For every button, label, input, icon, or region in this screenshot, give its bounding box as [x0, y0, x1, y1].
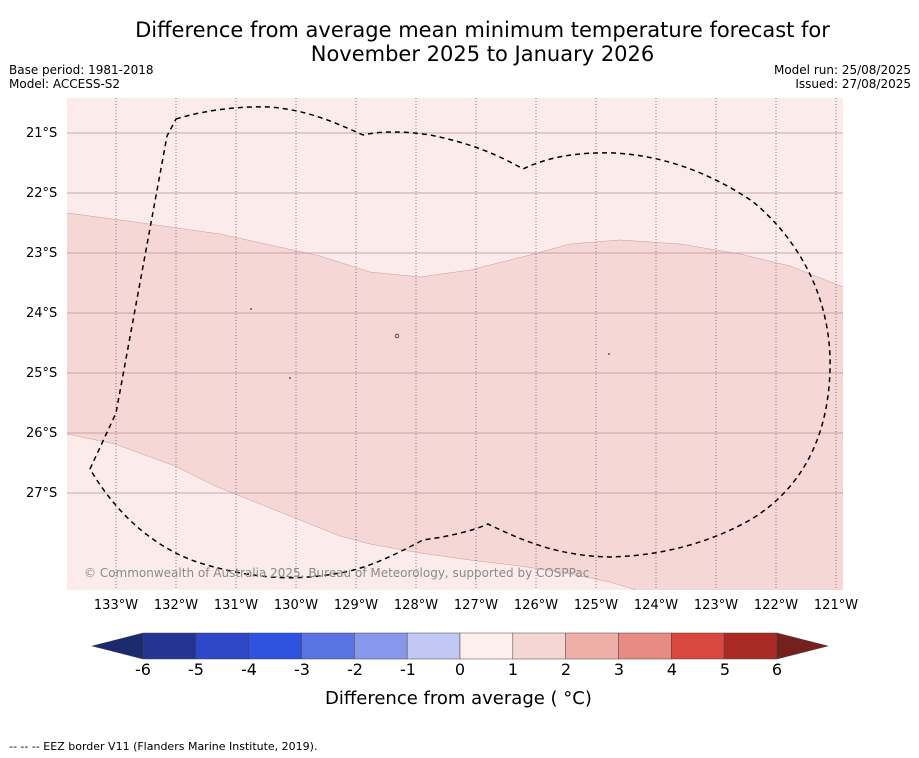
lon-label: 122°W: [753, 598, 799, 613]
model-text: Model: ACCESS-S2: [9, 77, 121, 91]
colorbar-segment: [512, 632, 566, 660]
lon-label: 126°W: [513, 598, 559, 613]
lon-label: 121°W: [813, 598, 859, 613]
colorbar-segment: [723, 632, 778, 660]
colorbar-segment: [565, 632, 619, 660]
island-speck: [250, 308, 252, 310]
eez-legend-text: -- -- -- EEZ border V11 (Flanders Marine…: [9, 740, 318, 753]
colorbar-title: Difference from average ( °C): [325, 688, 592, 709]
map-title: Difference from average mean minimum tem…: [0, 18, 919, 66]
colorbar-tick-label: -1: [400, 660, 416, 679]
title-line-2: November 2025 to January 2026: [310, 42, 655, 66]
colorbar-tick-label: 0: [454, 660, 466, 679]
island-speck: [608, 353, 610, 355]
colorbar-tick-label: 4: [666, 660, 678, 679]
colorbar: [91, 632, 829, 660]
longitude-gridlines: [115, 98, 837, 590]
zone-contour-top: [66, 212, 844, 288]
lon-label: 131°W: [213, 598, 259, 613]
lat-label: 23°S: [26, 246, 58, 261]
model-run-text: Model run: 25/08/2025: [773, 63, 911, 77]
colorbar-segment: [618, 632, 672, 660]
lon-label: 133°W: [93, 598, 139, 613]
colorbar-segment: [142, 632, 197, 660]
colorbar-segment: [354, 632, 408, 660]
colorbar-segment: [459, 632, 514, 660]
colorbar-extend-max: [776, 632, 829, 660]
anomaly-zone-1-2: [67, 213, 843, 590]
lon-label: 129°W: [333, 598, 379, 613]
colorbar-tick-label: 3: [613, 660, 625, 679]
lat-label: 26°S: [26, 426, 58, 441]
colorbar-tick-label: 1: [507, 660, 519, 679]
lon-label: 124°W: [633, 598, 679, 613]
island-speck: [289, 377, 291, 379]
colorbar-segment: [671, 632, 725, 660]
lon-label: 128°W: [393, 598, 439, 613]
colorbar-tick-label: 2: [560, 660, 572, 679]
lat-label: 24°S: [26, 306, 58, 321]
lon-label: 123°W: [693, 598, 739, 613]
colorbar-tick-label: -5: [188, 660, 204, 679]
lon-label: 125°W: [573, 598, 619, 613]
meta-right: Model run: 25/08/2025 Issued: 27/08/2025: [774, 63, 911, 91]
colorbar-segment: [301, 632, 355, 660]
lat-label: 25°S: [26, 366, 58, 381]
colorbar-segment: [195, 632, 249, 660]
colorbar-tick-label: 5: [719, 660, 731, 679]
lat-label: 21°S: [26, 126, 58, 141]
colorbar-tick-label: -6: [135, 660, 151, 679]
copyright-text: © Commonwealth of Australia 2025, Bureau…: [84, 566, 590, 580]
colorbar-extend-min: [91, 632, 144, 660]
zone-contour-bottom: [66, 433, 637, 591]
lon-label: 127°W: [453, 598, 499, 613]
lat-label: 27°S: [26, 486, 58, 501]
base-period-text: Base period: 1981-2018: [9, 63, 154, 77]
colorbar-tick-label: -4: [241, 660, 257, 679]
lon-label: 132°W: [153, 598, 199, 613]
issued-text: Issued: 27/08/2025: [795, 77, 911, 91]
lat-label: 22°S: [26, 186, 58, 201]
colorbar-tick-label: -3: [294, 660, 310, 679]
meta-left: Base period: 1981-2018 Model: ACCESS-S2: [9, 63, 154, 91]
colorbar-tick-label: -2: [347, 660, 363, 679]
colorbar-segment: [248, 632, 302, 660]
colorbar-tick-label: 6: [771, 660, 783, 679]
lon-label: 130°W: [273, 598, 319, 613]
latitude-gridlines: [67, 132, 843, 494]
colorbar-segment: [406, 632, 461, 660]
title-line-1: Difference from average mean minimum tem…: [135, 18, 830, 42]
island-speck: [394, 333, 400, 339]
